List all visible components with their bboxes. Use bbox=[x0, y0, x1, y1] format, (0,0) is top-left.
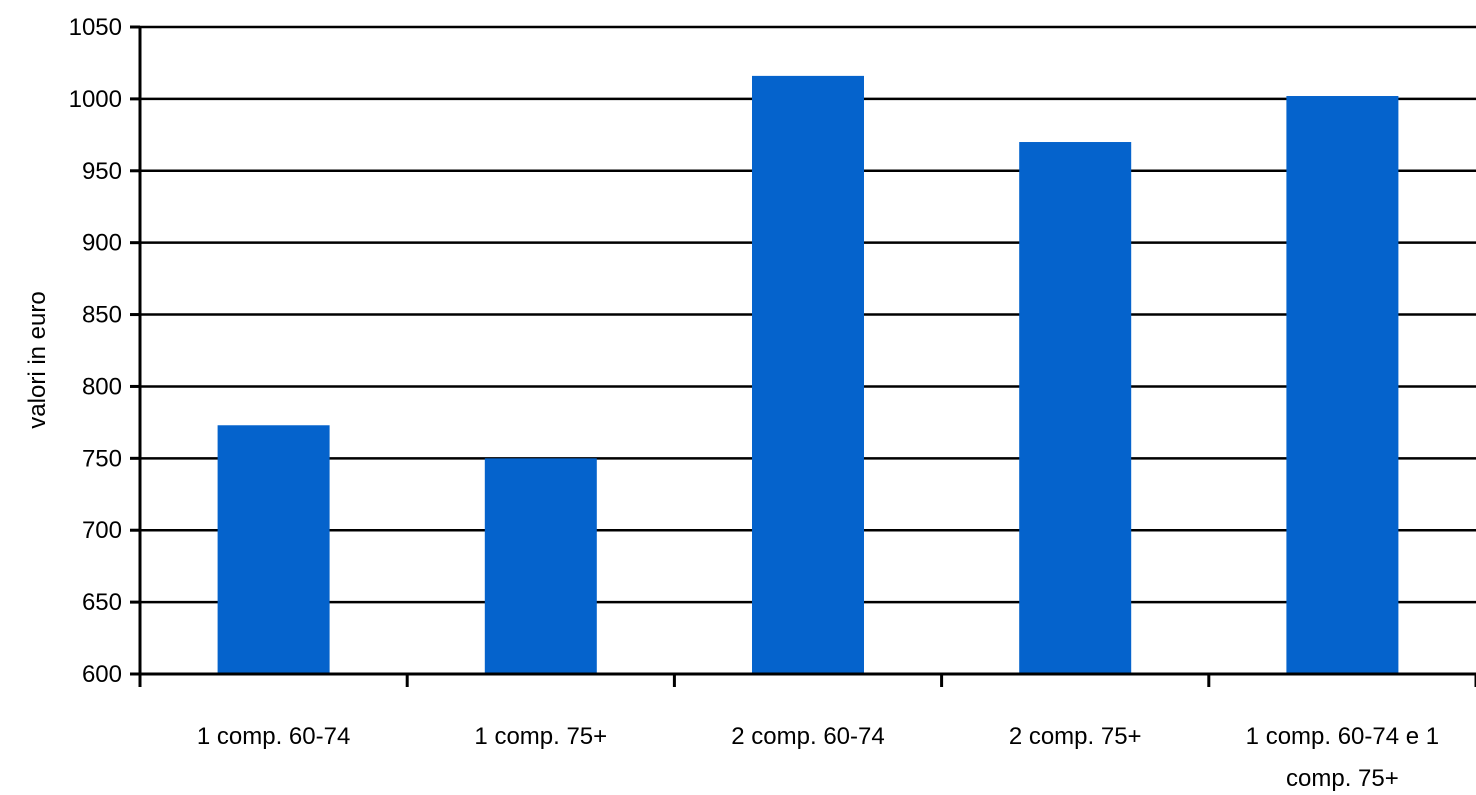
y-tick-label: 750 bbox=[82, 445, 122, 472]
x-tick-label: 2 comp. 60-74 bbox=[731, 723, 884, 750]
y-tick-label: 1000 bbox=[69, 86, 122, 113]
x-tick-labels: 1 comp. 60-74 1 comp. 75+ 2 comp. 60-74 2 c… bbox=[197, 723, 1439, 792]
x-tick-label: 1 comp. 75+ bbox=[474, 723, 607, 750]
y-tick-labels: 600 650 700 750 800 850 900 950 1000 1050 bbox=[69, 14, 122, 688]
y-tick-label: 600 bbox=[82, 661, 122, 688]
bar bbox=[1286, 96, 1399, 675]
x-tick-label: 1 comp. 60-74 bbox=[197, 723, 350, 750]
bars bbox=[217, 75, 1399, 675]
y-tick-label: 900 bbox=[82, 230, 122, 257]
bar bbox=[217, 425, 330, 674]
bar bbox=[484, 458, 597, 674]
axes bbox=[138, 27, 1476, 676]
y-axis-title: valori in euro bbox=[24, 291, 51, 428]
bar bbox=[752, 75, 864, 674]
y-tick-label: 650 bbox=[82, 589, 122, 616]
y-tick-label: 800 bbox=[82, 373, 122, 400]
x-tick-label: 2 comp. 75+ bbox=[1009, 723, 1142, 750]
x-tick-label: comp. 75+ bbox=[1286, 765, 1399, 792]
y-tick-label: 850 bbox=[82, 302, 122, 329]
y-tick-label: 700 bbox=[82, 517, 122, 544]
y-tick-label: 950 bbox=[82, 158, 122, 185]
x-tick-label: 1 comp. 60-74 e 1 bbox=[1246, 723, 1439, 750]
y-tick-label: 1050 bbox=[69, 14, 122, 41]
bar bbox=[1019, 142, 1132, 674]
